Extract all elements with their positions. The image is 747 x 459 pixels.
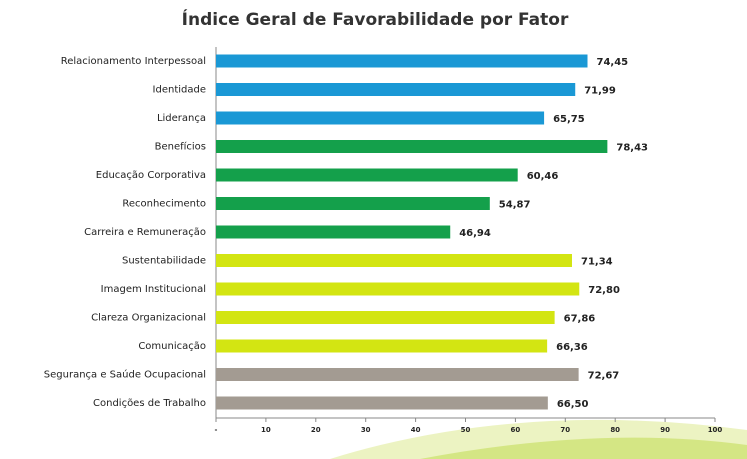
y-tick-label: Benefícios [155,141,206,153]
y-tick-label: Clareza Organizacional [91,313,206,324]
bar [216,55,588,68]
x-tick-label: 70 [560,426,570,434]
chart: Índice Geral de Favorabilidade por Fator… [0,0,747,459]
bar [216,340,547,353]
value-label: 71,99 [584,86,616,97]
y-tick-label: Identidade [153,85,206,96]
bar [216,226,450,239]
bar [216,112,544,125]
x-tick-label: 90 [660,426,670,434]
x-tick-label: 40 [411,426,421,434]
bar [216,311,555,324]
bar [216,197,490,210]
value-label: 72,67 [588,371,620,382]
bar [216,83,575,96]
value-label: 78,43 [616,143,648,154]
bar [216,397,548,410]
x-tick-label: 20 [311,426,321,434]
value-label: 67,86 [564,314,596,325]
y-tick-label: Sustentabilidade [122,256,206,267]
bar [216,283,579,296]
value-label: 71,34 [581,257,613,268]
y-tick-label: Imagem Institucional [101,284,206,295]
value-label: 72,80 [588,285,620,296]
value-label: 66,36 [556,342,588,353]
chart-title: Índice Geral de Favorabilidade por Fator [182,8,569,30]
x-tick-label: 60 [511,426,521,434]
x-tick-label: 80 [610,426,620,434]
y-tick-label: Condições de Trabalho [93,398,206,409]
x-tick-label: 100 [708,426,723,434]
x-tick-label: 50 [461,426,471,434]
x-tick-label: 30 [361,426,371,434]
y-tick-label: Reconhecimento [122,199,206,210]
y-tick-label: Segurança e Saúde Ocupacional [44,369,206,381]
value-label: 66,50 [557,399,589,410]
value-label: 74,45 [597,57,629,68]
y-tick-label: Relacionamento Interpessoal [61,56,206,67]
bar [216,169,518,182]
y-tick-label: Liderança [157,113,206,124]
x-tick-label: 10 [261,426,271,434]
y-tick-label: Comunicação [138,341,206,352]
bar [216,140,607,153]
y-tick-label: Carreira e Remuneração [84,227,206,238]
bar [216,254,572,267]
value-label: 60,46 [527,171,559,182]
value-label: 54,87 [499,200,531,211]
value-label: 46,94 [459,228,491,239]
x-tick-label: - [215,426,218,434]
bar [216,368,579,381]
value-label: 65,75 [553,114,585,125]
y-tick-label: Educação Corporativa [96,170,206,181]
